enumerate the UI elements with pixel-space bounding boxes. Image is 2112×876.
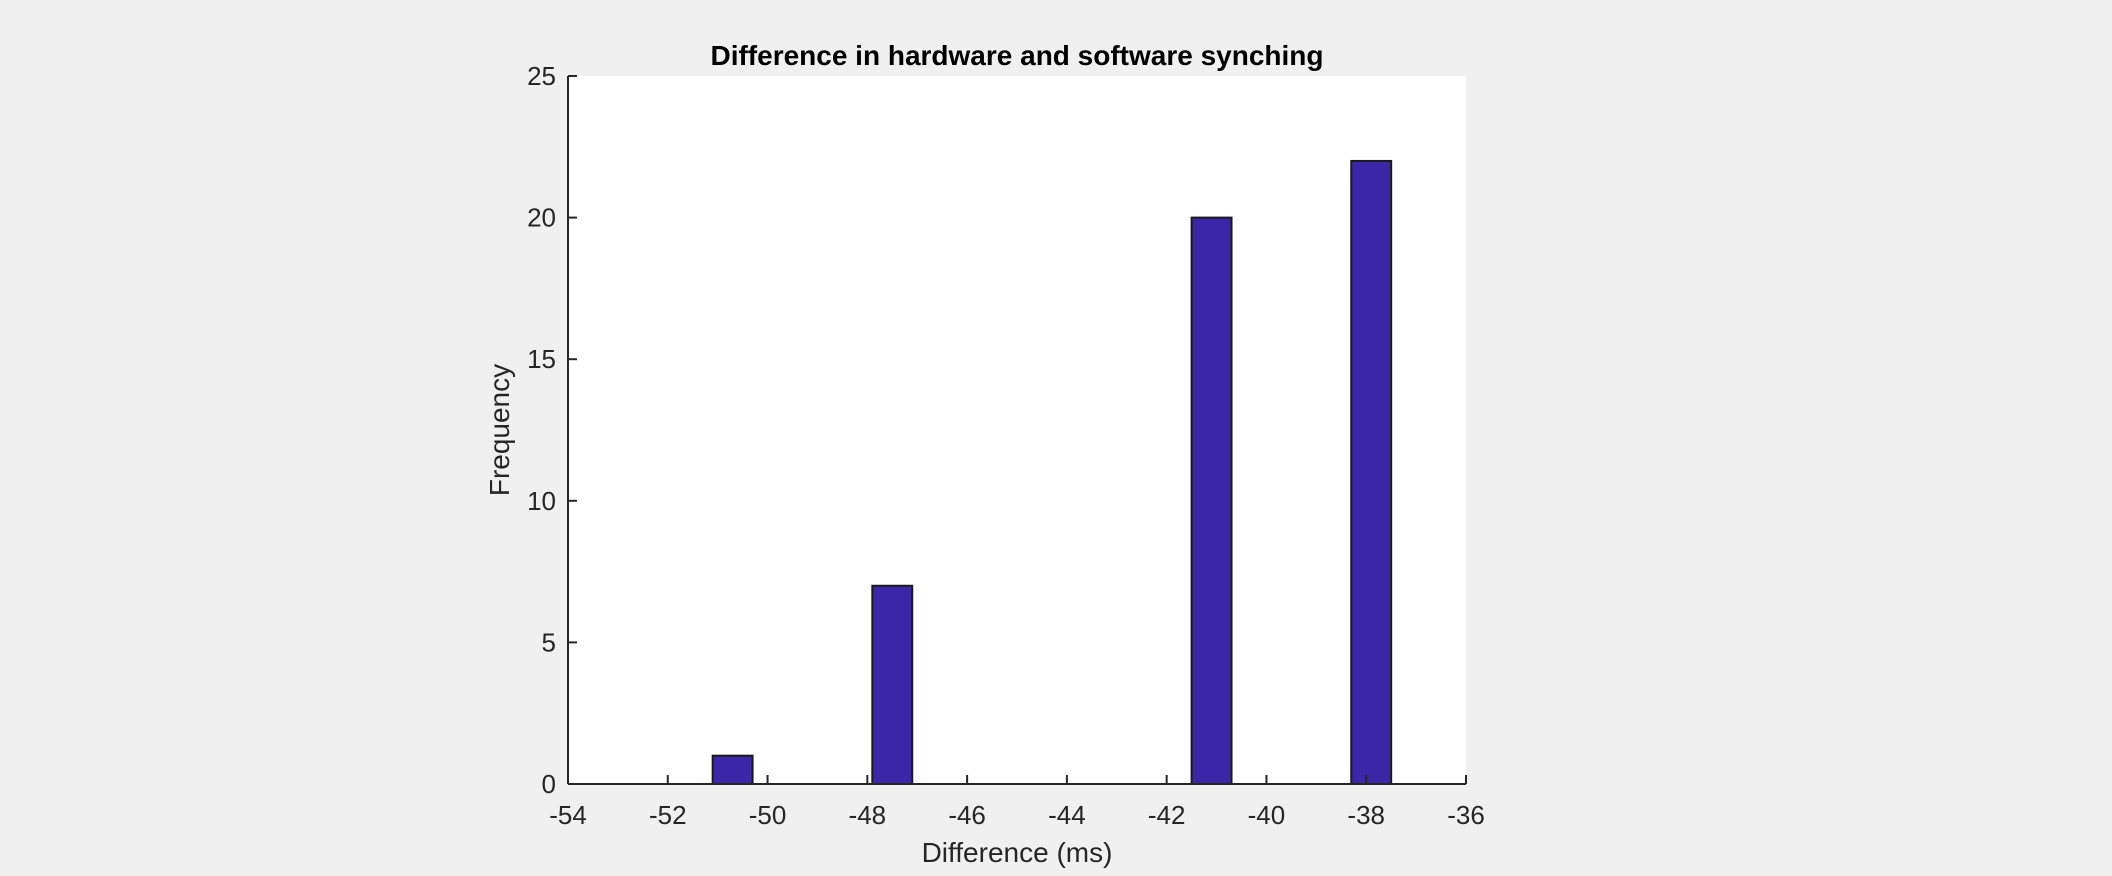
- x-tick-label: -48: [849, 800, 887, 830]
- histogram-bar: [871, 584, 914, 786]
- x-tick-label: -50: [749, 800, 787, 830]
- histogram-bar: [711, 754, 754, 785]
- axes-group: [567, 76, 1466, 785]
- y-tick-label: 15: [527, 344, 556, 374]
- x-tick-label: -38: [1347, 800, 1385, 830]
- chart-title: Difference in hardware and software sync…: [710, 40, 1323, 71]
- plot-area: [568, 76, 1466, 784]
- x-tick-label: -36: [1447, 800, 1485, 830]
- ticks-group: -54 -52 -50 -48 -46 -44 -42 -40 -38 -36 0 5 10 15 20 25: [527, 61, 1485, 830]
- y-tick-label: 0: [542, 769, 556, 799]
- x-tick-label: -46: [948, 800, 986, 830]
- x-tick-label: -52: [649, 800, 687, 830]
- x-axis-label: Difference (ms): [922, 837, 1113, 868]
- x-tick-label: -40: [1248, 800, 1286, 830]
- x-tick-label: -44: [1048, 800, 1086, 830]
- histogram-bar: [1350, 159, 1393, 785]
- y-tick-label: 10: [527, 486, 556, 516]
- y-tick-label: 5: [542, 627, 556, 657]
- x-tick-label: -54: [549, 800, 587, 830]
- x-tick-label: -42: [1148, 800, 1186, 830]
- y-tick-label: 25: [527, 61, 556, 91]
- histogram-bar: [1190, 216, 1233, 786]
- y-axis-label: Frequency: [484, 364, 515, 496]
- bars-group: [711, 159, 1393, 786]
- y-tick-label: 20: [527, 203, 556, 233]
